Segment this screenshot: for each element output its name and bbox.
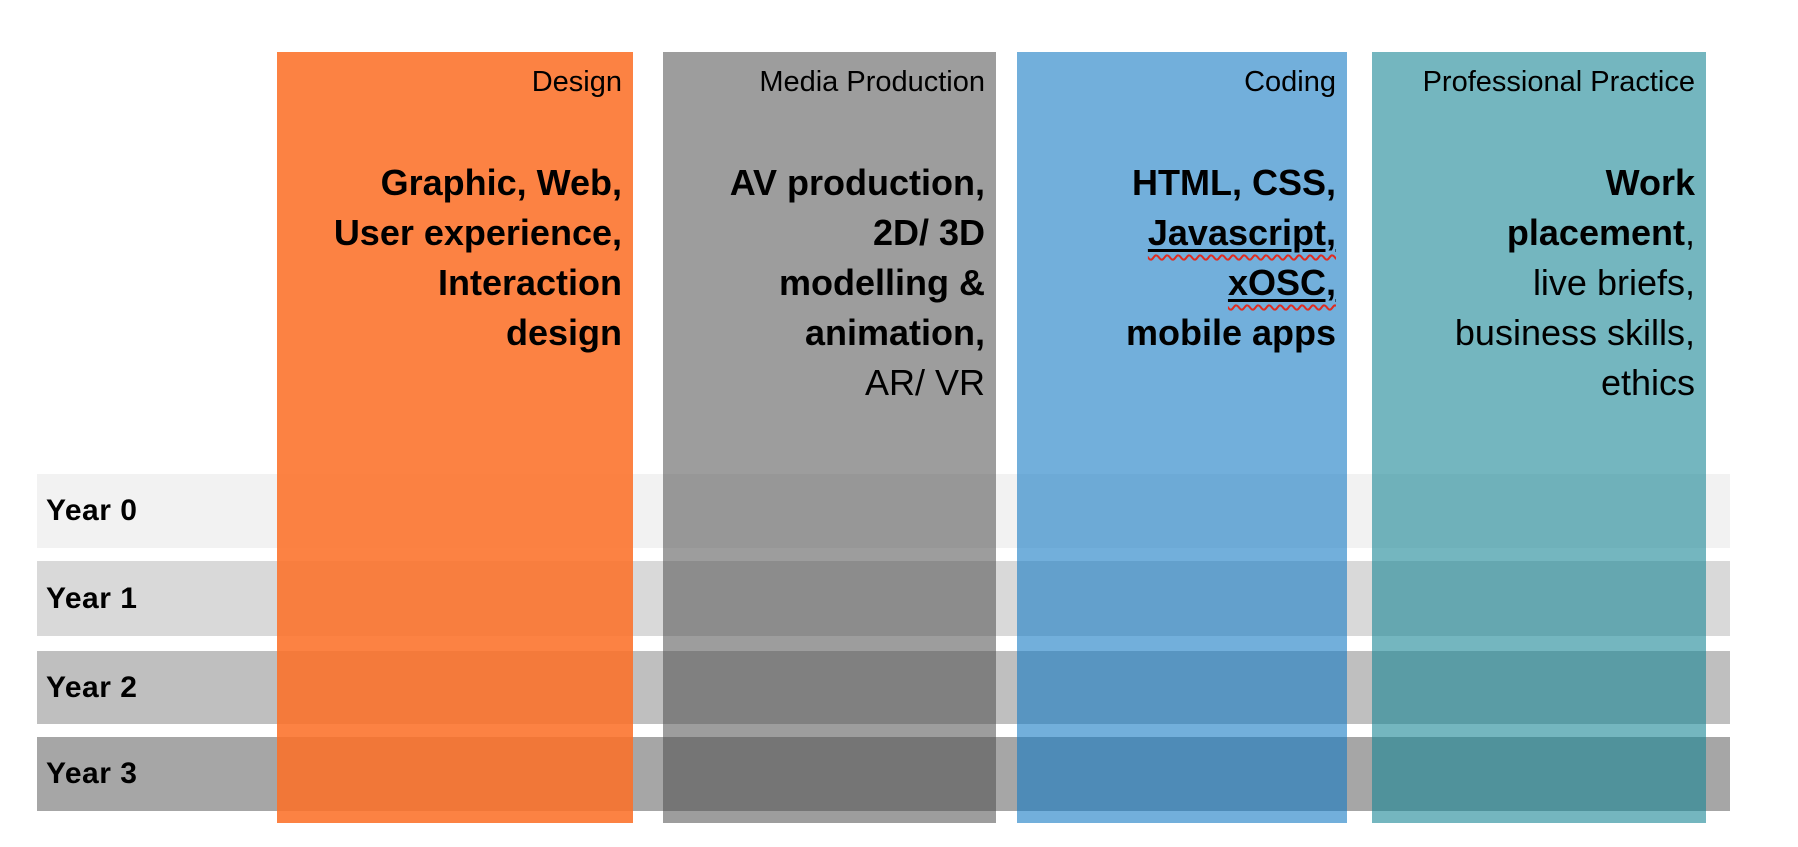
spellcheck-squiggle: Javascript, [1147, 212, 1336, 253]
course-topic-line: design [505, 312, 622, 353]
course-topic-line: placement, [1383, 208, 1695, 258]
column-media-production: Media Production AV production, 2D/ 3D m… [663, 52, 996, 823]
column-design-header: Design [531, 66, 622, 98]
course-topic-line: modelling & [779, 262, 985, 303]
course-topic-line: mobile apps [1125, 312, 1336, 353]
course-topic-line: business skills, [1454, 312, 1695, 353]
course-topic-line: Work [1605, 162, 1695, 203]
underlined-term: Javascript, [1148, 212, 1336, 253]
column-media-production-topics: AV production, 2D/ 3D modelling & animat… [674, 158, 985, 408]
column-coding-topics: HTML, CSS, Javascript, xOSC, mobile apps [1028, 158, 1336, 358]
column-design: Design Graphic, Web, User experience, In… [277, 52, 633, 823]
course-topic-line: live briefs, [1532, 262, 1695, 303]
course-topic-line: ethics [1600, 362, 1695, 403]
course-topic-line: AV production, [729, 162, 985, 203]
course-topic-line: Javascript, [1028, 208, 1336, 258]
year-1-label: Year 1 [46, 581, 138, 615]
underlined-term: xOSC, [1228, 262, 1336, 303]
year-0-label: Year 0 [46, 494, 138, 527]
course-topic-line: animation, [804, 312, 985, 353]
column-professional-practice: Professional Practice Work placement, li… [1372, 52, 1706, 823]
column-coding: Coding HTML, CSS, Javascript, xOSC, mobi… [1017, 52, 1347, 823]
year-3-label: Year 3 [46, 757, 138, 790]
comma: , [1684, 212, 1695, 253]
column-design-topics: Graphic, Web, User experience, Interacti… [288, 158, 622, 358]
course-topic-line: User experience, [333, 212, 622, 253]
course-topic-line: HTML, CSS, [1132, 162, 1336, 203]
spellcheck-squiggle: xOSC, [1227, 262, 1336, 303]
column-professional-practice-topics: Work placement, live briefs, business sk… [1383, 158, 1695, 408]
bold-term: placement [1506, 212, 1685, 253]
course-topic-line: xOSC, [1028, 258, 1336, 308]
course-topic-line: Interaction [437, 262, 622, 303]
course-topic-line: AR/ VR [864, 362, 985, 403]
year-2-label: Year 2 [46, 670, 138, 704]
course-topic-line: Graphic, Web, [380, 162, 622, 203]
column-coding-header: Coding [1244, 66, 1336, 98]
column-media-production-header: Media Production [759, 66, 985, 98]
course-topic-line: 2D/ 3D [872, 212, 985, 253]
column-professional-practice-header: Professional Practice [1422, 66, 1695, 98]
